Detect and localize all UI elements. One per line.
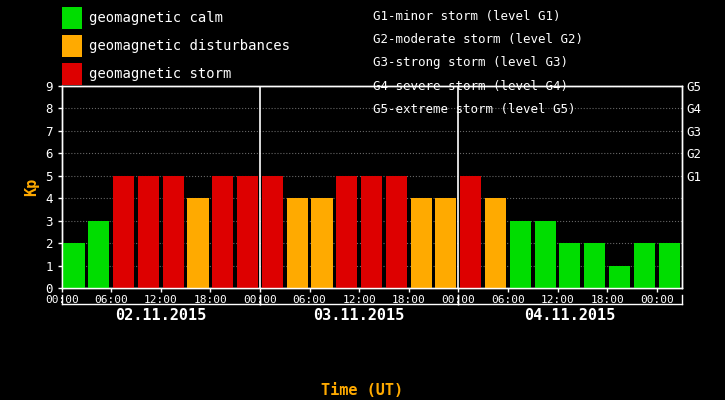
Bar <box>436 198 457 288</box>
Bar <box>64 243 85 288</box>
Bar <box>510 221 531 288</box>
Bar <box>534 221 555 288</box>
Bar <box>560 243 581 288</box>
Bar <box>658 243 679 288</box>
Bar <box>584 243 605 288</box>
Bar <box>609 266 630 288</box>
Bar <box>286 198 307 288</box>
Bar <box>88 221 109 288</box>
Y-axis label: Kp: Kp <box>25 178 40 196</box>
Text: G1-minor storm (level G1): G1-minor storm (level G1) <box>373 10 561 23</box>
Bar <box>460 176 481 288</box>
Bar <box>262 176 283 288</box>
Bar <box>188 198 209 288</box>
Bar <box>485 198 506 288</box>
Bar <box>386 176 407 288</box>
Text: G2-moderate storm (level G2): G2-moderate storm (level G2) <box>373 33 584 46</box>
Text: geomagnetic disturbances: geomagnetic disturbances <box>89 39 290 53</box>
Text: G5-extreme storm (level G5): G5-extreme storm (level G5) <box>373 103 576 116</box>
Bar <box>113 176 134 288</box>
Bar <box>634 243 655 288</box>
Bar <box>361 176 382 288</box>
Bar <box>138 176 159 288</box>
Text: G3-strong storm (level G3): G3-strong storm (level G3) <box>373 56 568 69</box>
Text: geomagnetic calm: geomagnetic calm <box>89 11 223 25</box>
Text: geomagnetic storm: geomagnetic storm <box>89 67 231 81</box>
Bar <box>410 198 431 288</box>
Bar <box>162 176 183 288</box>
Bar <box>212 176 233 288</box>
Text: 02.11.2015: 02.11.2015 <box>115 308 207 323</box>
Bar <box>237 176 258 288</box>
Text: 03.11.2015: 03.11.2015 <box>313 308 405 323</box>
Bar <box>336 176 357 288</box>
Text: Time (UT): Time (UT) <box>321 383 404 398</box>
Bar <box>312 198 333 288</box>
Text: G4-severe storm (level G4): G4-severe storm (level G4) <box>373 80 568 93</box>
Text: 04.11.2015: 04.11.2015 <box>524 308 616 323</box>
